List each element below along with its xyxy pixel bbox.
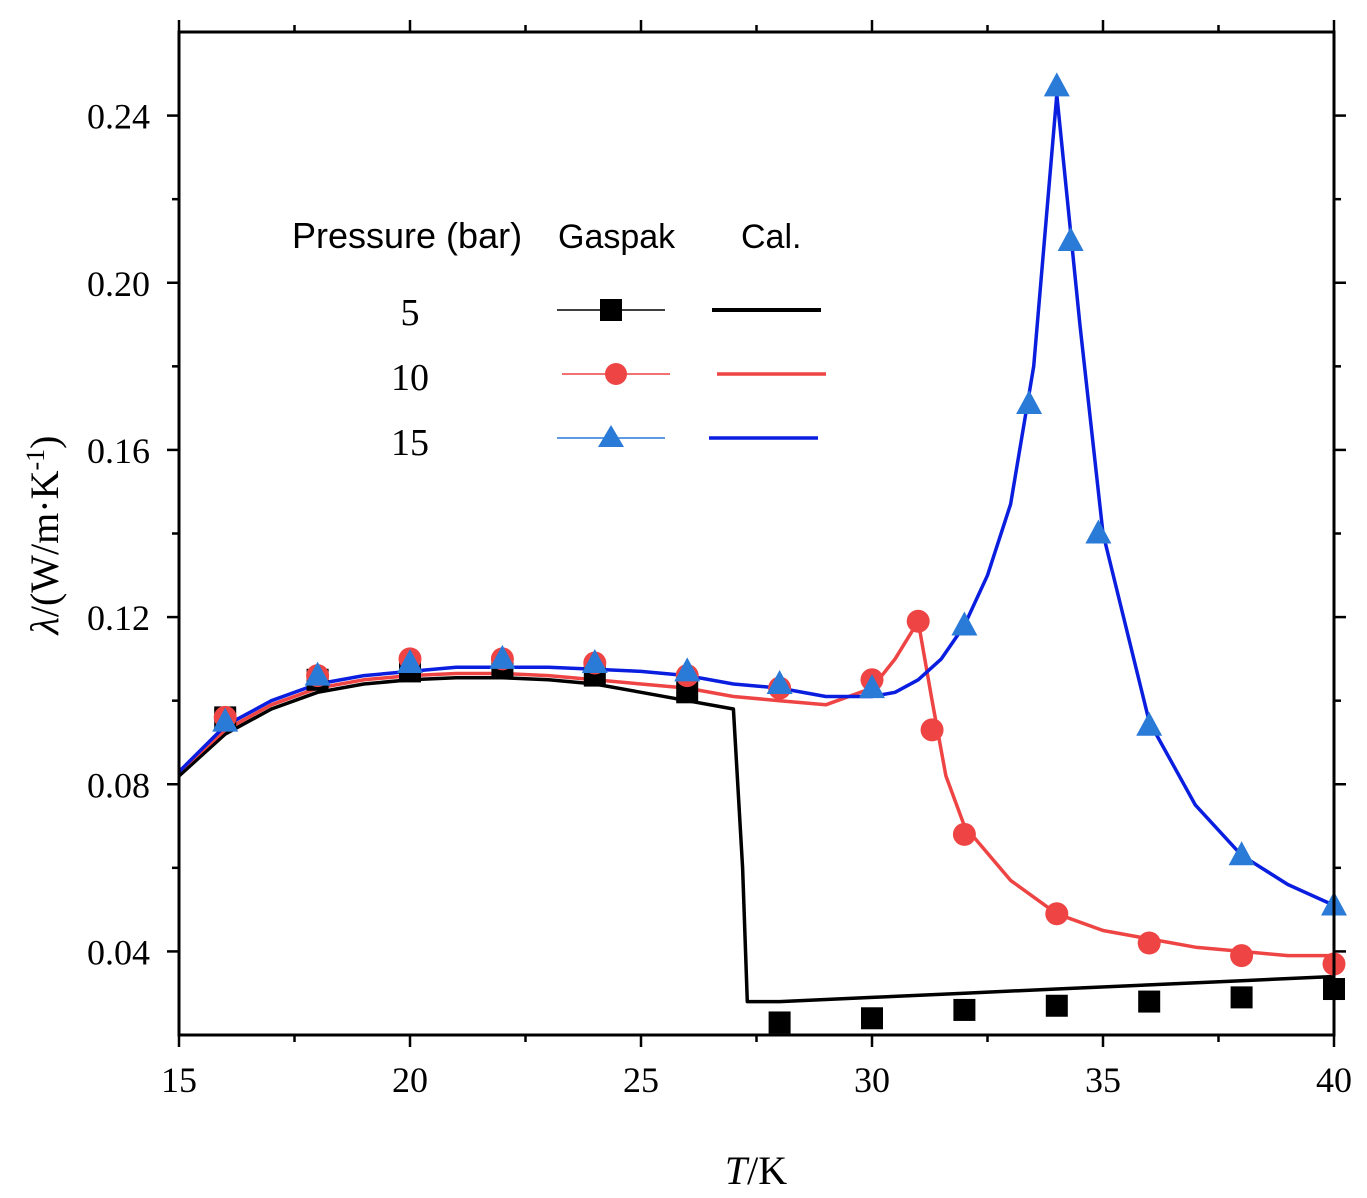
circle-marker	[906, 609, 930, 633]
square-marker	[676, 681, 699, 704]
tick-labels: 15 20 25 30 35 40 0.04 0.08 0.12 0.16 0.20 0.24	[87, 97, 1352, 1100]
x-tick-label: 30	[854, 1060, 890, 1100]
square-marker	[768, 1011, 791, 1034]
circle-marker	[1137, 931, 1161, 955]
triangle-marker	[581, 649, 608, 674]
triangle-marker	[951, 611, 978, 636]
legend-label-10: 10	[391, 357, 429, 399]
x-tick-label: 20	[392, 1060, 428, 1100]
triangle-marker	[304, 661, 331, 686]
square-marker	[1230, 986, 1253, 1009]
triangle-marker	[212, 707, 239, 732]
circle-marker	[1230, 944, 1254, 968]
y-tick-label: 0.04	[87, 932, 150, 972]
legend-header-gaspak: Gaspak	[558, 218, 676, 256]
triangle-marker	[859, 674, 885, 699]
x-tick-label: 35	[1085, 1060, 1121, 1100]
legend-circle-marker-10	[605, 363, 627, 385]
5-bar-cal-line	[177, 675, 1335, 1004]
legend: Pressure (bar) Gaspak Cal. 5 10 15	[292, 215, 826, 464]
legend-header-cal: Cal.	[741, 218, 801, 256]
triangle-marker	[1016, 389, 1043, 414]
x-tick-label: 25	[623, 1060, 659, 1100]
triangle-marker	[674, 657, 701, 682]
series-layer	[177, 72, 1347, 1034]
triangle-marker	[397, 649, 423, 674]
y-axis-title: λ/(W/m·K-1)	[21, 436, 67, 636]
triangle-marker	[1136, 711, 1163, 736]
square-marker	[861, 1007, 883, 1030]
x-axis-title: T/K	[725, 1148, 787, 1193]
triangle-marker	[1085, 519, 1112, 544]
triangle-marker	[1228, 841, 1255, 866]
legend-header-pressure: Pressure (bar)	[292, 215, 522, 256]
circle-marker	[920, 718, 944, 742]
y-tick-label: 0.16	[87, 431, 150, 471]
triangle-marker	[1043, 72, 1070, 97]
legend-square-marker-5	[600, 299, 622, 321]
circle-marker	[952, 822, 976, 846]
square-marker	[1045, 994, 1068, 1017]
plot-frame	[177, 30, 1336, 1037]
y-tick-label: 0.24	[87, 97, 150, 137]
square-marker	[1138, 990, 1161, 1013]
y-tick-label: 0.12	[87, 598, 150, 638]
10-bar-cal-line	[177, 619, 1334, 958]
triangle-marker	[1057, 226, 1084, 251]
triangle-marker	[489, 644, 516, 669]
y-tick-label: 0.20	[87, 264, 150, 304]
y-tick-label: 0.08	[87, 765, 150, 805]
axis-ticks	[167, 20, 1346, 1047]
square-marker	[953, 998, 976, 1021]
x-tick-label: 40	[1316, 1060, 1352, 1100]
legend-label-15: 15	[391, 422, 429, 464]
triangle-marker	[766, 669, 793, 694]
circle-marker	[1045, 902, 1069, 926]
legend-triangle-marker-15	[598, 425, 624, 447]
legend-label-5: 5	[401, 292, 420, 334]
x-tick-label: 15	[161, 1060, 197, 1100]
